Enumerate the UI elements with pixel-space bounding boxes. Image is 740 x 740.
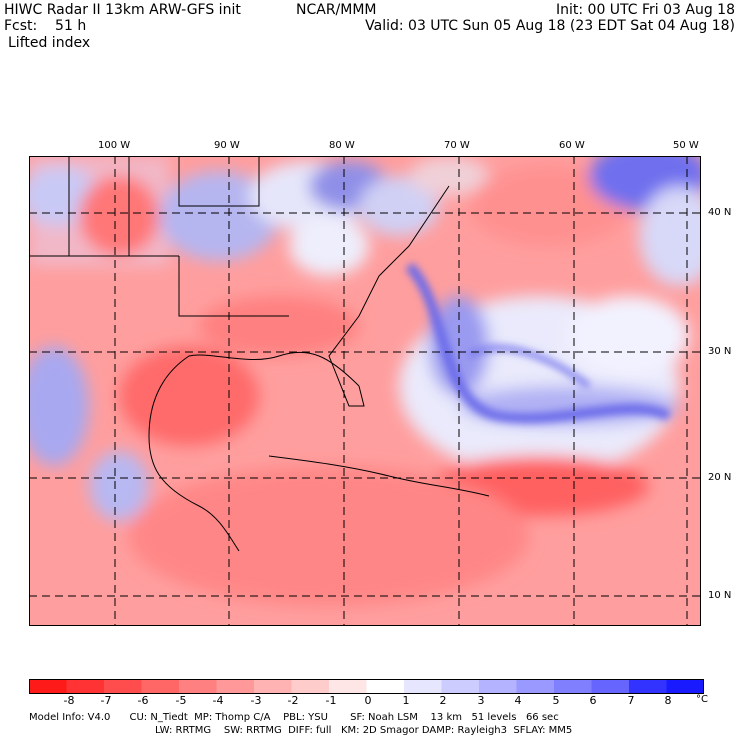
lat-label-30n: 30 N xyxy=(708,346,732,357)
lon-label-50w: 50 W xyxy=(673,140,699,151)
lon-label-70w: 70 W xyxy=(444,140,470,151)
lon-label-80w: 80 W xyxy=(329,140,355,151)
colorbar-segment xyxy=(554,679,592,694)
model-title: HIWC Radar II 13km ARW-GFS init xyxy=(4,2,241,18)
colorbar-label: -7 xyxy=(100,694,112,707)
lon-label-90w: 90 W xyxy=(214,140,240,151)
colorbar-label: 4 xyxy=(514,694,522,707)
model-info-line2: LW: RRTMG SW: RRTMG DIFF: full KM: 2D Sm… xyxy=(155,725,573,736)
colorbar-label: -1 xyxy=(325,694,337,707)
colorbar-segment xyxy=(216,679,255,694)
lon-label-60w: 60 W xyxy=(559,140,585,151)
colorbar-label: 6 xyxy=(589,694,597,707)
colorbar-label: 3 xyxy=(477,694,485,707)
colorbar-segment xyxy=(366,679,405,694)
colorbar-label: -4 xyxy=(212,694,224,707)
colorbar-segment xyxy=(66,679,105,694)
colorbar-segment xyxy=(666,679,704,694)
lat-label-20n: 20 N xyxy=(708,472,732,483)
valid-time: Valid: 03 UTC Sun 05 Aug 18 (23 EDT Sat … xyxy=(365,18,735,34)
colorbar-unit: °C xyxy=(696,694,708,705)
lon-label-100w: 100 W xyxy=(98,140,131,151)
colorbar-label: -8 xyxy=(63,694,75,707)
colorbar-label: -3 xyxy=(250,694,262,707)
colorbar-label: 1 xyxy=(402,694,410,707)
colorbar-label: 2 xyxy=(439,694,447,707)
lat-label-40n: 40 N xyxy=(708,207,732,218)
forecast-hour: Fcst: 51 h xyxy=(4,18,87,34)
colorbar-segment xyxy=(591,679,630,694)
colorbar-label: 5 xyxy=(552,694,560,707)
colorbar-segment xyxy=(291,679,330,694)
init-time: Init: 00 UTC Fri 03 Aug 18 xyxy=(555,2,735,18)
colorbar-segment xyxy=(104,679,142,694)
colorbar-segment xyxy=(141,679,180,694)
model-info-line1: Model Info: V4.0 CU: N_Tiedt MP: Thomp C… xyxy=(29,712,559,723)
colorbar-label: -6 xyxy=(137,694,149,707)
colorbar-segment xyxy=(29,679,67,694)
colorbar xyxy=(29,679,704,694)
colorbar-segment xyxy=(441,679,480,694)
colorbar-segment xyxy=(516,679,555,694)
colorbar-label: 7 xyxy=(627,694,635,707)
colorbar-segment xyxy=(404,679,442,694)
colorbar-segment xyxy=(329,679,367,694)
lifted-index-map xyxy=(29,156,701,626)
colorbar-segment xyxy=(179,679,217,694)
colorbar-label: 0 xyxy=(364,694,372,707)
colorbar-segment xyxy=(479,679,517,694)
colorbar-label: -2 xyxy=(287,694,299,707)
colorbar-segment xyxy=(254,679,292,694)
organization-label: NCAR/MMM xyxy=(296,2,377,18)
colorbar-label: -5 xyxy=(175,694,187,707)
colorbar-label: 8 xyxy=(664,694,672,707)
field-name: Lifted index xyxy=(8,35,91,51)
colorbar-segment xyxy=(629,679,667,694)
lat-label-10n: 10 N xyxy=(708,590,732,601)
